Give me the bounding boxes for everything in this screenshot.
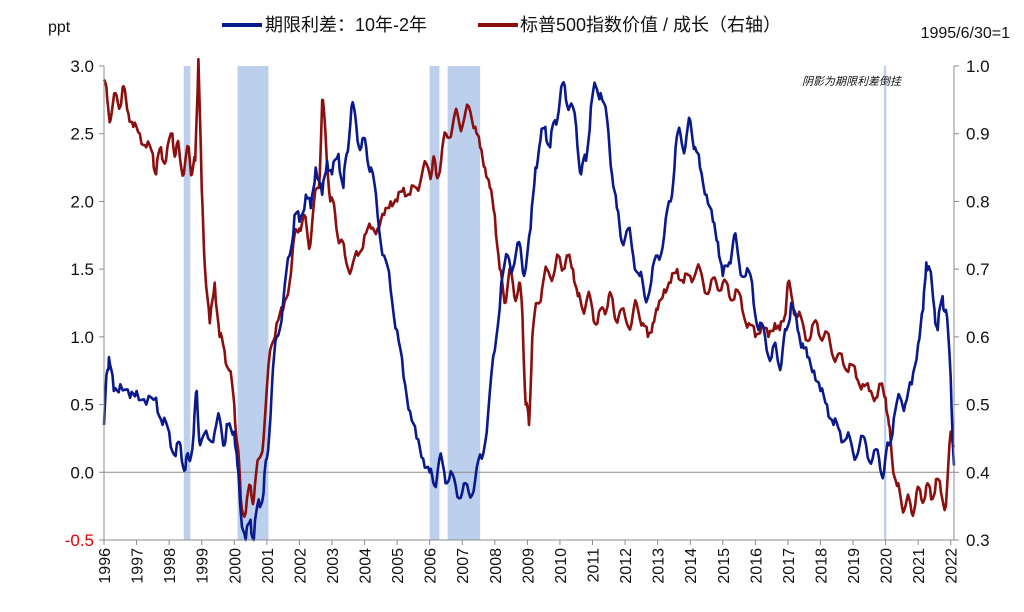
x-tick-label: 2012 bbox=[618, 548, 635, 584]
x-tick-label: 2014 bbox=[683, 548, 700, 584]
inversion-shading bbox=[183, 66, 887, 540]
x-tick-label: 2019 bbox=[846, 548, 863, 584]
right-tick-label: 0.7 bbox=[966, 260, 990, 279]
left-tick-label: 0.0 bbox=[70, 463, 94, 482]
legend-label-spread: 期限利差：10年-2年 bbox=[265, 15, 427, 35]
x-tick-label: 2003 bbox=[325, 548, 342, 584]
x-tick-label: 2020 bbox=[879, 548, 896, 584]
left-tick-label: 2.5 bbox=[70, 125, 94, 144]
right-tick-label: 0.5 bbox=[966, 396, 990, 415]
right-tick-label: 0.9 bbox=[966, 125, 990, 144]
x-tick-label: 1997 bbox=[130, 548, 147, 584]
left-tick-label: -0.5 bbox=[65, 531, 94, 550]
left-tick-label: 0.5 bbox=[70, 396, 94, 415]
right-tick-label: 1.0 bbox=[966, 57, 990, 76]
x-tick-label: 2017 bbox=[781, 548, 798, 584]
x-tick-label: 2010 bbox=[553, 548, 570, 584]
x-tick-label: 2009 bbox=[520, 548, 537, 584]
x-ticks: 1996 1997 1998 1999 2000 2001 2002 2003 2004 2005… bbox=[97, 540, 961, 584]
x-tick-label: 2013 bbox=[651, 548, 668, 584]
x-tick-label: 2015 bbox=[716, 548, 733, 584]
x-tick-label: 2008 bbox=[488, 548, 505, 584]
x-tick-label: 2018 bbox=[813, 548, 830, 584]
right-tick-label: 0.4 bbox=[966, 463, 990, 482]
x-tick-label: 2005 bbox=[390, 548, 407, 584]
legend-label-value-growth: 标普500指数价值 / 成长（右轴） bbox=[520, 15, 781, 35]
inversion-band-4 bbox=[883, 66, 887, 540]
x-tick-label: 2006 bbox=[423, 548, 440, 584]
right-ticks: 1.0 0.9 0.8 0.7 0.6 0.5 0.4 0.3 bbox=[954, 57, 990, 550]
x-tick-label: 2001 bbox=[260, 548, 277, 584]
left-tick-label: 1.0 bbox=[70, 328, 94, 347]
x-tick-label: 2016 bbox=[748, 548, 765, 584]
inversion-band-0 bbox=[183, 66, 191, 540]
legend: 期限利差：10年-2年 标普500指数价值 / 成长（右轴） bbox=[222, 15, 781, 35]
x-tick-label: 1996 bbox=[97, 548, 114, 584]
left-tick-label: 2.0 bbox=[70, 192, 94, 211]
x-tick-label: 2011 bbox=[586, 548, 603, 583]
left-ticks: 3.0 2.5 2.0 1.5 1.0 0.5 0.0 -0.5 bbox=[65, 57, 104, 550]
right-tick-label: 0.3 bbox=[966, 531, 990, 550]
x-tick-label: 2002 bbox=[292, 548, 309, 584]
left-tick-label: 3.0 bbox=[70, 57, 94, 76]
series-layer bbox=[102, 57, 956, 542]
series-line-value-growth bbox=[102, 57, 956, 518]
x-tick-label: 2000 bbox=[227, 548, 244, 584]
inversion-band-3 bbox=[447, 66, 481, 540]
right-tick-label: 0.8 bbox=[966, 192, 990, 211]
left-tick-label: 1.5 bbox=[70, 260, 94, 279]
inversion-band-2 bbox=[429, 66, 440, 540]
series-line-spread bbox=[102, 81, 956, 542]
x-tick-label: 2021 bbox=[911, 548, 928, 584]
x-tick-label: 2022 bbox=[944, 548, 961, 584]
y-right-label: 1995/6/30=1 bbox=[921, 25, 1011, 42]
y-left-label: ppt bbox=[48, 19, 71, 36]
inversion-band-1 bbox=[237, 66, 269, 540]
right-tick-label: 0.6 bbox=[966, 328, 990, 347]
x-tick-label: 1999 bbox=[195, 548, 212, 584]
x-tick-label: 2007 bbox=[455, 548, 472, 584]
x-tick-label: 2004 bbox=[358, 548, 375, 584]
x-tick-label: 1998 bbox=[162, 548, 179, 584]
shading-annotation: 阴影为期限利差倒挂 bbox=[802, 75, 902, 88]
